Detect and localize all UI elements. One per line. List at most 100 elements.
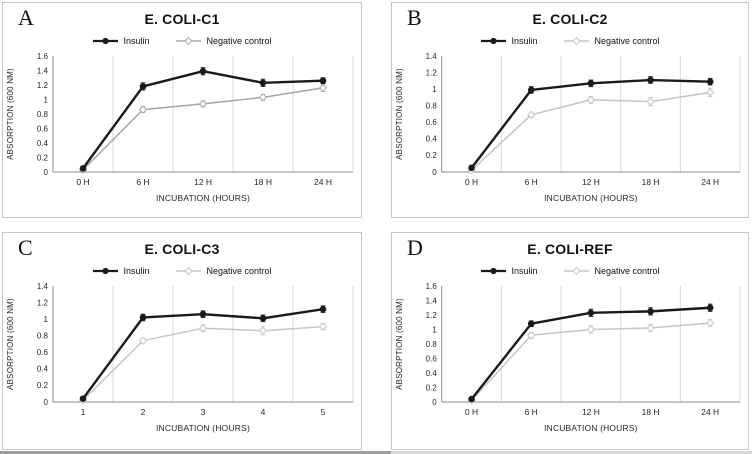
svg-text:0 H: 0 H	[465, 407, 478, 417]
panel-d: D E. COLI-REF Insulin Negative control 0…	[391, 232, 749, 450]
legend-d: Insulin Negative control	[392, 265, 748, 277]
growth-curve-chart-c: 0 0.2 0.4 0.6 0.8 1 1.2 1.4 1 2 3 4 5 INCUBATION (HOU…	[6, 282, 354, 433]
svg-text:0.4: 0.4	[426, 369, 438, 378]
svg-text:INCUBATION (HOURS): INCUBATION (HOURS)	[156, 193, 250, 203]
legend-label-negative-control: Negative control	[594, 266, 660, 276]
svg-text:0.4: 0.4	[426, 135, 438, 144]
svg-text:INCUBATION (HOURS): INCUBATION (HOURS)	[544, 193, 638, 203]
svg-text:0.4: 0.4	[37, 139, 49, 148]
svg-text:0: 0	[44, 398, 49, 407]
svg-text:1: 1	[44, 95, 49, 104]
legend-item-negative-control: Negative control	[175, 266, 272, 276]
svg-text:0 H: 0 H	[465, 177, 478, 187]
svg-text:ABSORPTION (600 NM): ABSORPTION (600 NM)	[6, 68, 15, 160]
chart-title-a: E. COLI-C1	[144, 11, 220, 27]
chart-title-b: E. COLI-C2	[532, 11, 608, 27]
svg-text:12 H: 12 H	[582, 177, 600, 187]
legend-item-negative-control: Negative control	[563, 266, 660, 276]
legend-label-negative-control: Negative control	[206, 36, 272, 46]
svg-text:6 H: 6 H	[525, 407, 538, 417]
panel-a: A E. COLI-C1 Insulin Negative control 0 0…	[2, 2, 362, 218]
svg-text:1: 1	[432, 325, 437, 334]
legend-label-insulin: Insulin	[511, 266, 538, 276]
panel-letter-d: D	[407, 235, 423, 260]
svg-text:0.6: 0.6	[37, 348, 49, 357]
svg-text:6 H: 6 H	[136, 177, 149, 187]
negative-control-line-marker-icon	[176, 266, 202, 276]
svg-text:3: 3	[201, 407, 206, 417]
legend-b: Insulin Negative control	[392, 35, 748, 47]
negative-control-line-marker-icon	[564, 266, 590, 276]
svg-text:1.2: 1.2	[426, 311, 438, 320]
legend-item-insulin: Insulin	[92, 266, 149, 276]
svg-text:1.6: 1.6	[426, 282, 438, 291]
svg-text:1.2: 1.2	[37, 298, 49, 307]
svg-text:1: 1	[81, 407, 86, 417]
svg-text:0.6: 0.6	[37, 124, 49, 133]
legend-label-insulin: Insulin	[123, 36, 150, 46]
svg-text:0.8: 0.8	[426, 101, 438, 110]
svg-text:4: 4	[261, 407, 266, 417]
legend-item-negative-control: Negative control	[563, 36, 660, 46]
svg-text:5: 5	[321, 407, 326, 417]
svg-text:0.2: 0.2	[37, 153, 49, 162]
svg-text:24 H: 24 H	[314, 177, 332, 187]
legend-label-insulin: Insulin	[123, 266, 150, 276]
svg-text:18 H: 18 H	[642, 407, 660, 417]
negative-control-line-marker-icon	[176, 36, 202, 46]
svg-text:INCUBATION (HOURS): INCUBATION (HOURS)	[156, 423, 250, 433]
panel-letter-b: B	[407, 5, 422, 30]
svg-text:1: 1	[432, 85, 437, 94]
insulin-line-marker-icon	[93, 37, 119, 45]
svg-text:0.6: 0.6	[426, 118, 438, 127]
panel-b: B E. COLI-C2 Insulin Negative control 0 0…	[391, 2, 749, 218]
svg-text:12 H: 12 H	[194, 177, 212, 187]
negative-control-line-marker-icon	[564, 36, 590, 46]
panel-letter-c: C	[18, 235, 33, 260]
svg-text:1.2: 1.2	[426, 68, 438, 77]
svg-text:0.2: 0.2	[426, 383, 438, 392]
legend-label-negative-control: Negative control	[206, 266, 272, 276]
legend-item-negative-control: Negative control	[175, 36, 272, 46]
svg-text:0.8: 0.8	[37, 110, 49, 119]
svg-text:0: 0	[44, 168, 49, 177]
page-bottom-strip	[0, 451, 752, 454]
svg-text:0.4: 0.4	[37, 365, 49, 374]
svg-text:0.2: 0.2	[426, 151, 438, 160]
legend-c: Insulin Negative control	[3, 265, 361, 277]
svg-text:12 H: 12 H	[582, 407, 600, 417]
svg-text:0.8: 0.8	[426, 340, 438, 349]
svg-text:0.2: 0.2	[37, 381, 49, 390]
svg-text:1.4: 1.4	[426, 52, 438, 61]
svg-text:0: 0	[432, 168, 437, 177]
svg-text:6 H: 6 H	[525, 177, 538, 187]
insulin-line-marker-icon	[93, 267, 119, 275]
legend-item-insulin: Insulin	[92, 36, 149, 46]
chart-title-d: E. COLI-REF	[527, 241, 613, 257]
insulin-line-marker-icon	[481, 267, 507, 275]
svg-text:2: 2	[141, 407, 146, 417]
svg-text:ABSORPTION (600 NM): ABSORPTION (600 NM)	[6, 298, 15, 390]
legend-item-insulin: Insulin	[480, 36, 537, 46]
svg-text:1.2: 1.2	[37, 81, 49, 90]
svg-text:18 H: 18 H	[642, 177, 660, 187]
growth-curve-chart-d: 0 0.2 0.4 0.6 0.8 1 1.2 1.4 1.6 0 H 6 H 12 H 18 H 24 …	[395, 282, 741, 433]
growth-curve-chart-a: 0 0.2 0.4 0.6 0.8 1 1.2 1.4 1.6 0 H 6 H 12 H 18 H 24 …	[6, 52, 354, 203]
legend-a: Insulin Negative control	[3, 35, 361, 47]
svg-text:24 H: 24 H	[701, 407, 719, 417]
svg-text:1.4: 1.4	[426, 296, 438, 305]
svg-text:0 H: 0 H	[76, 177, 89, 187]
svg-text:0.8: 0.8	[37, 332, 49, 341]
svg-text:1: 1	[44, 315, 49, 324]
svg-text:1.4: 1.4	[37, 282, 49, 291]
svg-text:1.4: 1.4	[37, 66, 49, 75]
svg-text:0: 0	[432, 398, 437, 407]
legend-label-negative-control: Negative control	[594, 36, 660, 46]
svg-text:1.6: 1.6	[37, 52, 49, 61]
svg-text:INCUBATION (HOURS): INCUBATION (HOURS)	[544, 423, 638, 433]
legend-item-insulin: Insulin	[480, 266, 537, 276]
svg-text:ABSORPTION (600 NM): ABSORPTION (600 NM)	[395, 298, 404, 390]
panel-letter-a: A	[18, 5, 34, 30]
